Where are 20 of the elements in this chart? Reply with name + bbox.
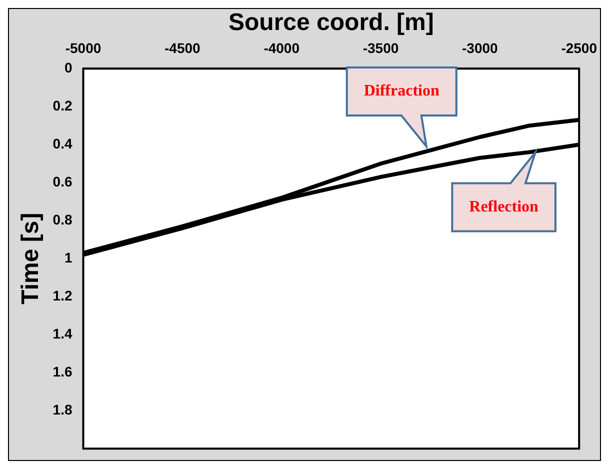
y-tick-label: 1.8 bbox=[52, 401, 72, 418]
annotation: Diffraction bbox=[364, 82, 440, 100]
y-tick-label: 1 bbox=[64, 249, 72, 266]
x-tick-label: -3500 bbox=[362, 40, 399, 56]
y-tick-label: 0.2 bbox=[52, 97, 72, 114]
y-tick-label: 0.6 bbox=[52, 173, 72, 190]
y-axis-title: Time [s] bbox=[17, 212, 44, 304]
x-tick-label: -4000 bbox=[264, 40, 300, 56]
x-tick-label: -4500 bbox=[164, 40, 201, 56]
y-tick-label: 1.2 bbox=[52, 287, 72, 304]
y-tick-label: 1.4 bbox=[52, 325, 72, 342]
x-axis-title: Source coord. [m] bbox=[228, 9, 434, 36]
y-tick-label: 1.6 bbox=[52, 363, 72, 380]
x-tick-label: -2500 bbox=[561, 40, 598, 56]
y-tick-label: 0.4 bbox=[52, 135, 72, 152]
y-tick-label: 0 bbox=[64, 59, 72, 76]
x-tick-label: -3000 bbox=[462, 40, 498, 56]
x-tick-label: -5000 bbox=[65, 40, 102, 56]
y-tick-label: 0.8 bbox=[52, 211, 72, 228]
annotation: Reflection bbox=[469, 198, 539, 216]
